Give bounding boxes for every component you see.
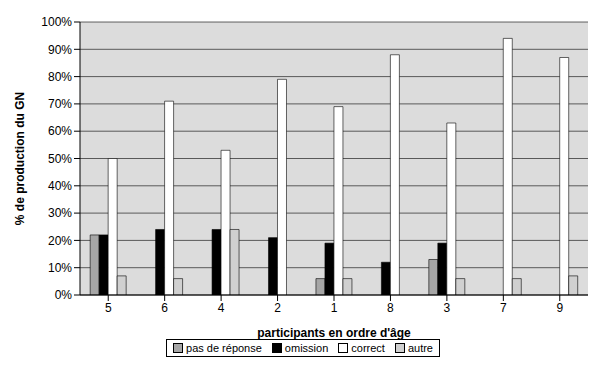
svg-text:80%: 80% <box>48 70 72 84</box>
svg-text:100%: 100% <box>41 15 72 29</box>
html-text:autre: autre <box>407 342 433 354</box>
svg-text:4: 4 <box>218 301 225 315</box>
html-text:omission: omission <box>284 342 329 354</box>
svg-text:50%: 50% <box>48 152 72 166</box>
svg-text:40%: 40% <box>48 179 72 193</box>
svg-text:3: 3 <box>444 301 451 315</box>
svg-text:9: 9 <box>556 301 563 315</box>
svg-text:5: 5 <box>105 301 112 315</box>
svg-text:% de production du GN: % de production du GN <box>13 92 27 225</box>
svg-text:10%: 10% <box>48 261 72 275</box>
svg-text:8: 8 <box>387 301 394 315</box>
html-text:pas de réponse: pas de réponse <box>186 342 262 354</box>
svg-text:0%: 0% <box>55 288 73 302</box>
svg-text:participants en ordre d'âge: participants en ordre d'âge <box>257 326 411 340</box>
svg-text:70%: 70% <box>48 97 72 111</box>
svg-text:20%: 20% <box>48 234 72 248</box>
svg-text:1: 1 <box>331 301 338 315</box>
svg-text:2: 2 <box>274 301 281 315</box>
svg-text:30%: 30% <box>48 206 72 220</box>
html-text:correct: correct <box>351 342 385 354</box>
svg-text:90%: 90% <box>48 43 72 57</box>
svg-text:6: 6 <box>161 301 168 315</box>
svg-text:7: 7 <box>500 301 507 315</box>
svg-text:60%: 60% <box>48 124 72 138</box>
